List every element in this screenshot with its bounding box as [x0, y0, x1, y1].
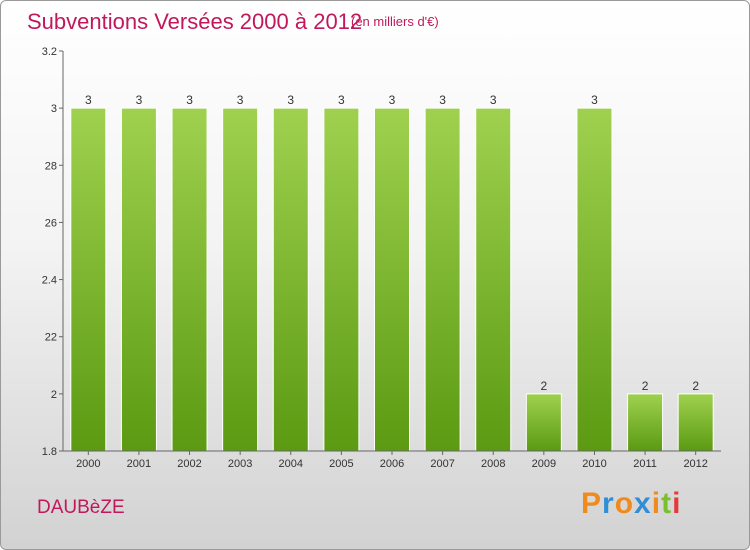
value-label-2003: 3 — [237, 93, 244, 107]
bar-2004 — [272, 107, 309, 452]
bar-2008 — [475, 107, 512, 452]
x-tick-label-2000: 2000 — [76, 458, 100, 470]
municipality-name: DAUBèZE — [37, 497, 125, 518]
logo-letter: x — [634, 487, 652, 520]
y-tick-label: 28 — [45, 160, 57, 172]
bar-2011 — [627, 393, 664, 452]
bar-2007 — [424, 107, 461, 452]
value-label-2004: 3 — [287, 93, 294, 107]
value-label-2007: 3 — [439, 93, 446, 107]
y-tick-label: 26 — [45, 217, 57, 229]
x-tick-label-2012: 2012 — [683, 458, 707, 470]
value-label-2002: 3 — [186, 93, 193, 107]
logo-letter: P — [581, 487, 603, 520]
bar-2010 — [576, 107, 613, 452]
bar-2001 — [120, 107, 157, 452]
y-tick-label: 1.8 — [42, 446, 57, 458]
bar-2012 — [677, 393, 714, 452]
value-label-2008: 3 — [490, 93, 497, 107]
value-label-2005: 3 — [338, 93, 345, 107]
y-tick-label: 2.4 — [42, 275, 57, 287]
value-label-2006: 3 — [389, 93, 396, 107]
logo-letter: o — [614, 487, 635, 520]
x-tick-label-2002: 2002 — [177, 458, 201, 470]
value-label-2009: 2 — [541, 379, 548, 393]
value-label-2012: 2 — [692, 379, 699, 393]
y-tick-label: 22 — [45, 332, 57, 344]
chart-subtitle: (en milliers d'€) — [351, 14, 439, 29]
x-tick-label-2005: 2005 — [329, 458, 353, 470]
value-label-2000: 3 — [85, 93, 92, 107]
logo-letter: r — [602, 487, 615, 520]
value-label-2010: 3 — [591, 93, 598, 107]
proxiti-logo[interactable]: Proxiti — [581, 487, 681, 521]
x-tick-label-2008: 2008 — [481, 458, 505, 470]
logo-letter: i — [651, 487, 662, 520]
bar-2006 — [374, 107, 410, 452]
bar-2002 — [171, 107, 208, 452]
x-tick-label-2007: 2007 — [430, 458, 454, 470]
bar-2000 — [70, 107, 107, 452]
value-label-2011: 2 — [642, 379, 649, 393]
x-tick-label-2001: 2001 — [127, 458, 151, 470]
y-tick-label: 3.2 — [42, 46, 57, 58]
chart-title: Subventions Versées 2000 à 2012 — [27, 9, 363, 34]
x-tick-label-2010: 2010 — [582, 458, 606, 470]
x-tick-label-2006: 2006 — [380, 458, 404, 470]
x-tick-label-2009: 2009 — [532, 458, 556, 470]
logo-letter: i — [672, 487, 682, 520]
x-tick-label-2004: 2004 — [279, 458, 303, 470]
logo-letter: t — [661, 487, 673, 520]
bar-2005 — [323, 107, 360, 452]
y-tick-label: 2 — [51, 389, 57, 401]
value-label-2001: 3 — [136, 93, 143, 107]
bar-2003 — [222, 107, 259, 452]
x-tick-label-2011: 2011 — [633, 458, 657, 470]
bar-2009 — [525, 393, 562, 452]
y-tick-label: 3 — [51, 103, 57, 115]
x-tick-label-2003: 2003 — [228, 458, 252, 470]
